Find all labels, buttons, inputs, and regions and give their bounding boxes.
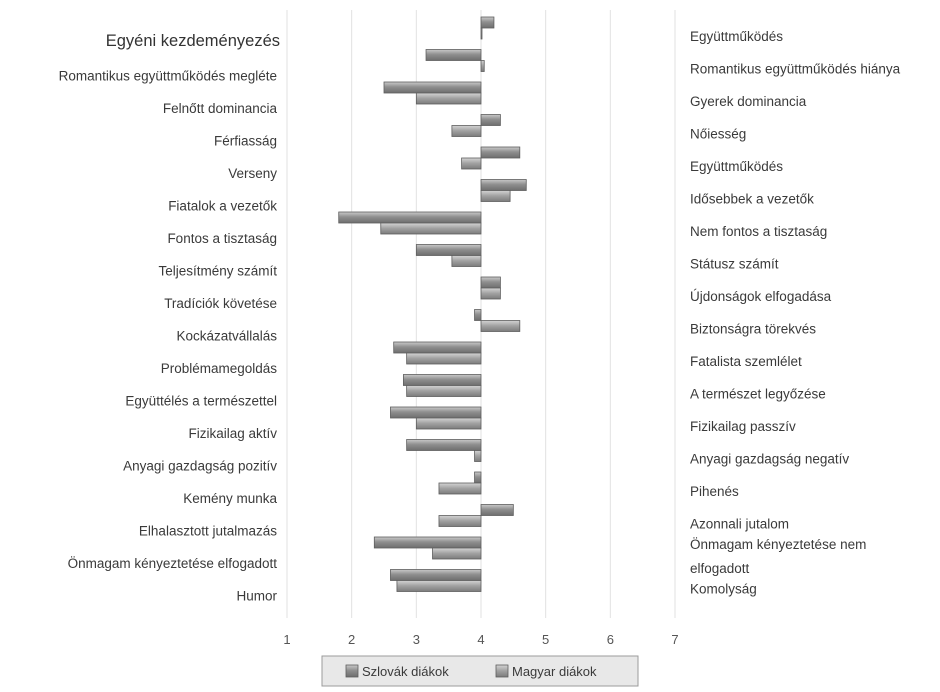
bar-magyar bbox=[406, 385, 482, 397]
gridlines bbox=[286, 10, 676, 618]
bar-szlovak bbox=[415, 244, 482, 256]
x-tick-label: 5 bbox=[542, 632, 549, 647]
bar-magyar bbox=[480, 287, 501, 300]
right-category-label: Pihenés bbox=[690, 484, 739, 499]
left-category-label: Együttélés a természettel bbox=[125, 394, 277, 409]
bar-szlovak bbox=[406, 439, 482, 451]
bar-magyar bbox=[432, 547, 482, 560]
right-category-label: Romantikus együttműködés hiánya bbox=[690, 62, 901, 77]
legend-label: Magyar diákok bbox=[512, 664, 597, 679]
legend-swatch bbox=[345, 664, 359, 678]
x-tick-label: 7 bbox=[671, 632, 678, 647]
right-category-label: Idősebbek a vezetők bbox=[690, 192, 814, 207]
left-labels: Egyéni kezdeményezés Romantikus együttműk… bbox=[59, 32, 280, 604]
bar-magyar bbox=[438, 515, 482, 527]
right-category-label: Fatalista szemlélet bbox=[690, 354, 802, 369]
bar-szlovak bbox=[373, 536, 482, 549]
bar-magyar bbox=[415, 92, 482, 105]
legend-box bbox=[321, 655, 639, 687]
bar-magyar bbox=[380, 222, 482, 235]
bar-szlovak bbox=[425, 49, 482, 61]
right-category-label: Státusz számít bbox=[690, 257, 779, 272]
x-tick-label: 2 bbox=[348, 632, 355, 647]
bar-magyar bbox=[438, 482, 482, 495]
bar-szlovak bbox=[480, 146, 521, 159]
right-category-label: Együttműködés bbox=[690, 29, 783, 44]
right-category-label: Önmagam kényeztetése nem bbox=[690, 537, 866, 552]
left-category-label: Elhalasztott jutalmazás bbox=[139, 524, 277, 539]
x-tick-label: 1 bbox=[283, 632, 290, 647]
bar-szlovak bbox=[393, 341, 482, 354]
x-tick-label: 3 bbox=[413, 632, 420, 647]
right-category-label: Együttműködés bbox=[690, 159, 783, 174]
bar-szlovak bbox=[480, 504, 514, 516]
right-category-label: Gyerek dominancia bbox=[690, 94, 807, 109]
bar-magyar bbox=[480, 27, 483, 40]
legend-swatch bbox=[495, 664, 509, 678]
left-category-label: Férfiasság bbox=[214, 134, 277, 149]
right-category-label: A természet legyőzése bbox=[690, 387, 826, 402]
right-category-label: elfogadott bbox=[690, 561, 750, 576]
bar-szlovak bbox=[383, 81, 482, 94]
bar-magyar bbox=[451, 125, 482, 137]
bar-magyar bbox=[451, 255, 482, 267]
bar-magyar bbox=[396, 580, 482, 592]
left-category-label: Felnőtt dominancia bbox=[163, 101, 278, 116]
right-category-label: Fizikailag passzív bbox=[690, 419, 796, 434]
x-tick-label: 6 bbox=[607, 632, 614, 647]
x-tick-label: 4 bbox=[477, 632, 484, 647]
x-axis: 1 2 3 4 5 6 7 bbox=[283, 632, 678, 647]
right-category-label: Komolyság bbox=[690, 582, 757, 597]
left-category-label: Egyéni kezdeményezés bbox=[106, 32, 280, 50]
bar-szlovak bbox=[480, 179, 527, 191]
left-category-label: Fiatalok a vezetők bbox=[168, 199, 277, 214]
bar-magyar bbox=[415, 417, 482, 430]
left-category-label: Romantikus együttműködés megléte bbox=[59, 69, 277, 84]
left-category-label: Kemény munka bbox=[183, 491, 277, 506]
right-category-label: Nem fontos a tisztaság bbox=[690, 224, 827, 239]
bar-szlovak bbox=[480, 276, 501, 289]
left-category-label: Önmagam kényeztetése elfogadott bbox=[68, 556, 278, 571]
left-category-label: Tradíciók követése bbox=[164, 296, 277, 311]
left-category-label: Kockázatvállalás bbox=[176, 329, 277, 344]
bar-szlovak bbox=[390, 569, 482, 581]
bar-magyar bbox=[406, 352, 482, 365]
right-category-label: Nőiesség bbox=[690, 127, 746, 142]
bar-szlovak bbox=[480, 114, 501, 126]
bar-szlovak bbox=[480, 16, 495, 29]
bar-magyar bbox=[480, 320, 521, 332]
right-category-label: Anyagi gazdagság negatív bbox=[690, 452, 849, 467]
left-category-label: Problémamegoldás bbox=[161, 361, 278, 376]
bar-magyar bbox=[461, 157, 482, 170]
bar-magyar bbox=[480, 60, 485, 72]
bar-szlovak bbox=[390, 406, 482, 419]
right-category-label: Biztonságra törekvés bbox=[690, 322, 816, 337]
bar-szlovak bbox=[474, 471, 482, 484]
bar-magyar bbox=[474, 450, 482, 462]
bar-szlovak bbox=[474, 309, 482, 321]
bar-szlovak bbox=[338, 211, 482, 224]
bar-szlovak bbox=[402, 374, 482, 386]
legend-label: Szlovák diákok bbox=[362, 664, 449, 679]
bar-magyar bbox=[480, 190, 511, 202]
left-category-label: Fizikailag aktív bbox=[188, 426, 277, 441]
left-category-label: Verseny bbox=[228, 166, 277, 181]
bars bbox=[338, 16, 527, 592]
left-category-label: Humor bbox=[236, 589, 277, 604]
right-category-label: Azonnali jutalom bbox=[690, 517, 789, 532]
left-category-label: Teljesítmény számít bbox=[158, 264, 277, 279]
left-category-label: Anyagi gazdagság pozitív bbox=[123, 459, 277, 474]
left-category-label: Fontos a tisztaság bbox=[167, 231, 277, 246]
legend: Szlovák diákok Magyar diákok bbox=[321, 655, 639, 687]
right-category-label: Újdonságok elfogadása bbox=[690, 289, 832, 304]
right-labels: Együttműködés Romantikus együttműködés hi… bbox=[690, 29, 901, 597]
